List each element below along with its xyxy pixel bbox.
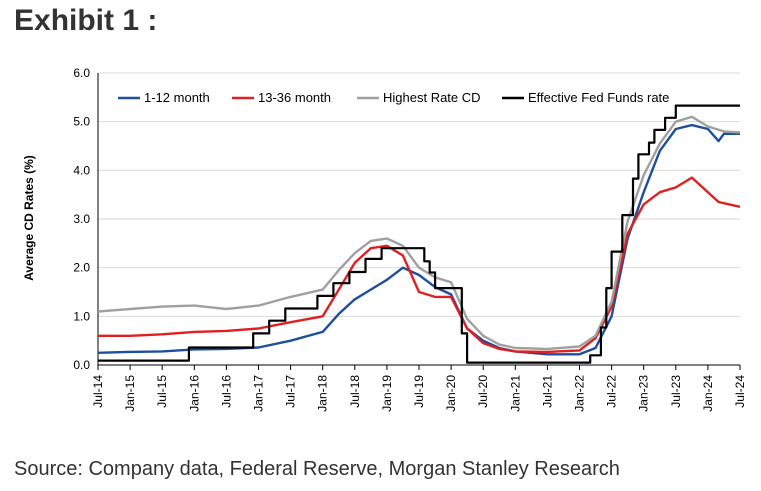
x-tick-label: Jul-17 [284,375,298,408]
series-line-0 [97,123,740,356]
y-tick-label: 1.0 [73,309,90,323]
x-tick-label: Jul-22 [605,375,619,408]
x-tick-label: Jan-21 [508,375,522,412]
x-tick-label: Jul-24 [733,375,747,408]
legend-label-1: 13-36 month [258,90,331,105]
x-tick-label: Jan-22 [573,375,587,412]
y-axis-label: Average CD Rates (%) [22,155,36,281]
x-tick-label: Jan-23 [637,375,651,412]
x-tick-label: Jan-16 [187,375,201,412]
legend: 1-12 month 13-36 month Highest Rate CD Effe… [118,90,669,105]
series-line-1 [98,176,741,354]
legend-label-2: Highest Rate CD [383,90,481,105]
x-tick-label: Jul-16 [219,375,233,408]
x-tick-label: Jul-18 [348,375,362,408]
y-tick-label: 6.0 [73,66,90,80]
exhibit-title: Exhibit 1 : [14,4,158,37]
series-lines [97,104,741,364]
x-tick-label: Jul-14 [91,375,105,408]
y-tick-label: 0.0 [73,358,90,372]
series-line-3 [98,104,740,364]
x-axis-ticks: Jul-14 Jan-15 Jul-15 Jan-16 Jul-16 Jan-17 Jul-… [91,365,747,412]
y-tick-label: 2.0 [73,261,90,275]
x-tick-label: Jan-18 [316,375,330,412]
x-tick-label: Jan-17 [252,375,266,412]
gridlines [97,72,740,366]
source-note: Source: Company data, Federal Reserve, M… [14,458,620,480]
legend-label-3: Effective Fed Funds rate [528,90,669,105]
x-tick-label: Jul-15 [155,375,169,408]
x-tick-label: Jan-19 [380,375,394,412]
x-tick-label: Jul-19 [412,375,426,408]
y-axis-ticks: 0.0 1.0 2.0 3.0 4.0 5.0 6.0 [73,66,90,372]
y-tick-label: 5.0 [73,115,90,129]
x-tick-label: Jul-20 [476,375,490,408]
x-tick-label: Jan-20 [444,375,458,412]
series-line-2 [97,115,741,351]
x-tick-label: Jul-21 [540,375,554,408]
legend-label-0: 1-12 month [144,90,210,105]
y-tick-label: 3.0 [73,212,90,226]
x-tick-label: Jan-15 [123,375,137,412]
x-tick-label: Jul-23 [669,375,683,408]
x-tick-label: Jan-24 [701,375,715,412]
y-tick-label: 4.0 [73,163,90,177]
line-chart: 0.0 1.0 2.0 3.0 4.0 5.0 6.0 Jul-14 Jan-15 Jul-15… [22,66,747,412]
